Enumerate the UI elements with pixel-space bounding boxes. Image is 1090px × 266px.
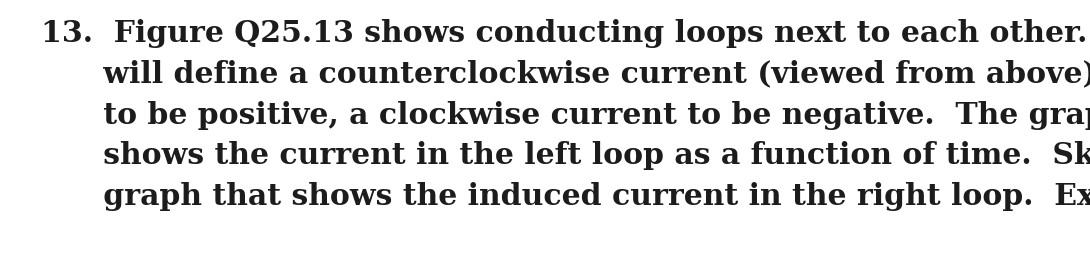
Text: 13.  Figure Q25.13 shows conducting loops next to each other.  We
      will def: 13. Figure Q25.13 shows conducting loops… bbox=[41, 19, 1090, 211]
